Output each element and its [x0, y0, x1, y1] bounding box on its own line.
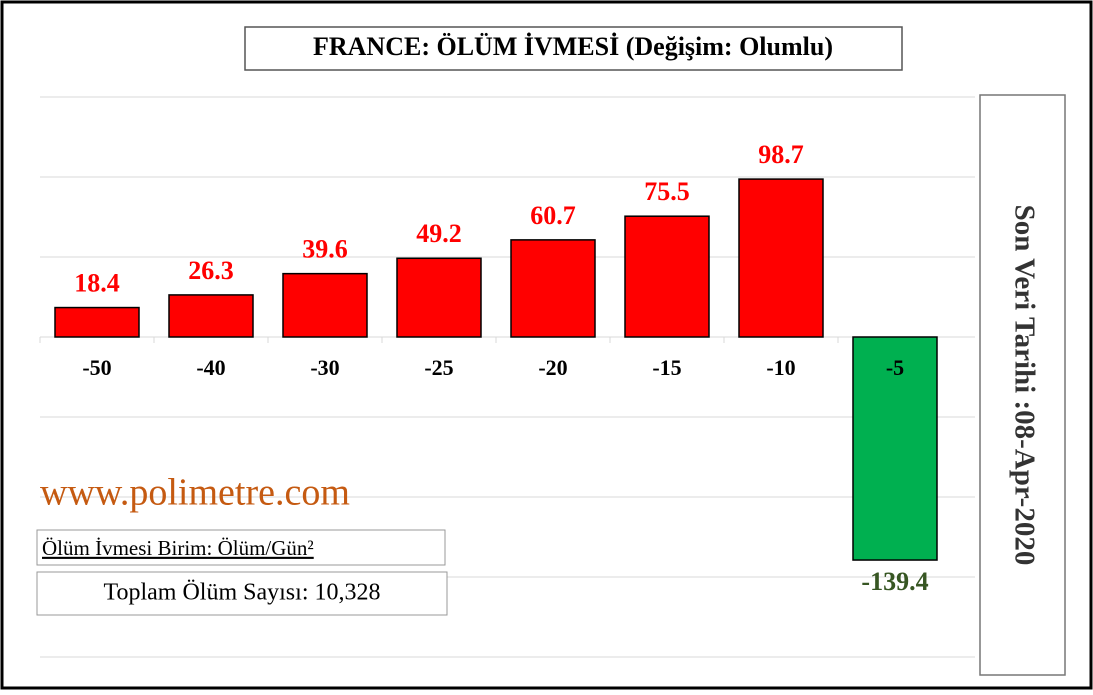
side-box [979, 94, 1066, 676]
x-tick-label: -40 [196, 355, 225, 380]
unit-box [36, 529, 446, 566]
x-tick-label: -50 [82, 355, 111, 380]
data-label: 26.3 [188, 256, 234, 285]
x-tick-label: -5 [886, 355, 904, 380]
side-note: Son Veri Tarihi :08-Apr-2020 [1008, 205, 1040, 566]
chart-title: FRANCE: ÖLÜM İVMESİ (Değişim: Olumlu) [313, 32, 833, 61]
title-box [244, 26, 903, 71]
x-tick-label: -15 [652, 355, 681, 380]
data-label: 49.2 [416, 219, 462, 248]
bar [54, 306, 140, 338]
data-label: 60.7 [530, 201, 576, 230]
bar [852, 336, 938, 561]
bar [168, 294, 254, 338]
watermark: www.polimetre.com [40, 472, 350, 514]
data-label: 18.4 [74, 269, 120, 298]
unit-note: Ölüm İvmesi Birim: Ölüm/Gün² [42, 536, 314, 560]
data-label: 39.6 [302, 235, 348, 264]
data-label: 75.5 [644, 177, 690, 206]
bar [510, 239, 596, 338]
x-tick-label: -10 [766, 355, 795, 380]
bar [738, 178, 824, 338]
bar [396, 257, 482, 338]
data-label: -139.4 [861, 567, 928, 596]
bar [624, 215, 710, 338]
total-box [36, 571, 448, 616]
x-tick-label: -30 [310, 355, 339, 380]
data-label: 98.7 [758, 140, 804, 169]
total-note: Toplam Ölüm Sayısı: 10,328 [104, 580, 381, 606]
x-tick-label: -20 [538, 355, 567, 380]
bar [282, 272, 368, 338]
x-tick-label: -25 [424, 355, 453, 380]
